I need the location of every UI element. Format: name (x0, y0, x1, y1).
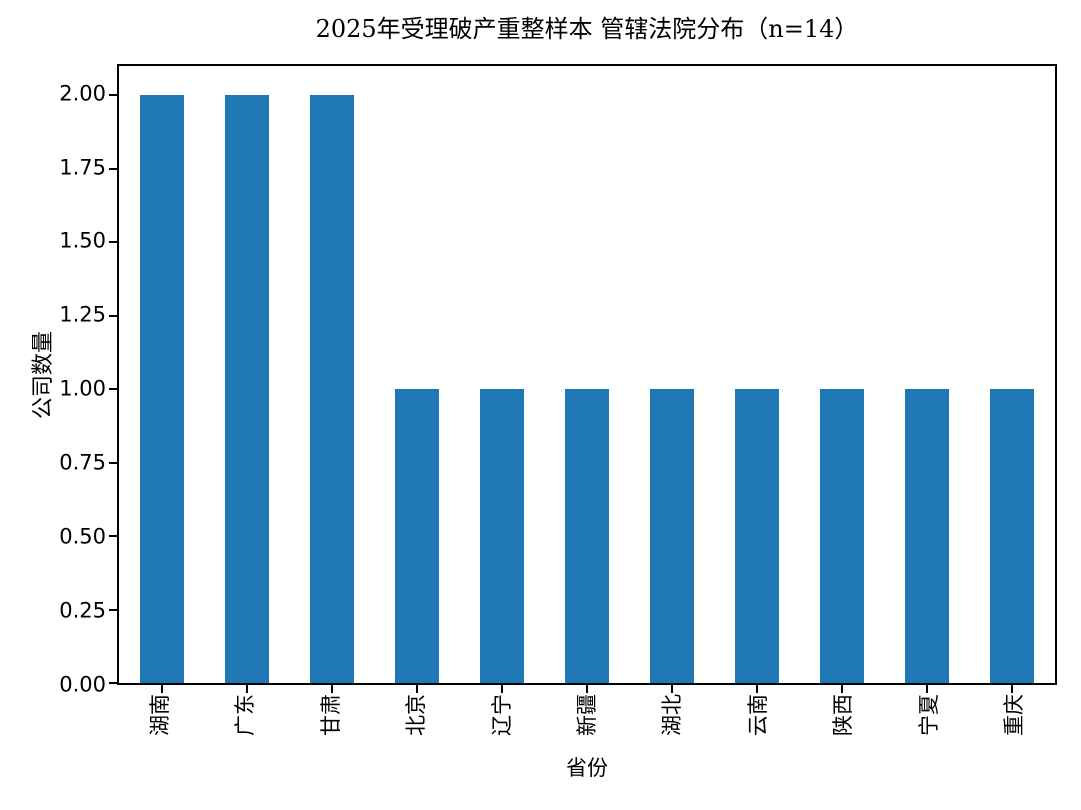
x-tick-mark (415, 685, 418, 693)
x-tick-label-重庆: 重庆 (1002, 694, 1027, 736)
y-tick-label-0.00: 0.00 (59, 672, 106, 697)
bar-陕西 (820, 389, 865, 683)
y-tick-mark (109, 461, 117, 464)
x-tick-mark (160, 685, 163, 693)
x-tick-mark (841, 685, 844, 693)
x-tick-label-新疆: 新疆 (575, 694, 599, 736)
y-tick-label-0.25: 0.25 (59, 598, 106, 623)
x-tick-label-广东: 广东 (233, 694, 258, 736)
x-tick-mark (756, 685, 759, 693)
x-tick-label-湖北: 湖北 (660, 694, 685, 736)
y-tick-mark (109, 94, 117, 97)
bar-新疆 (565, 389, 609, 683)
bar-云南 (735, 389, 780, 683)
y-tick-label-2.00: 2.00 (59, 81, 106, 106)
y-tick-labels: 0.00 0.25 0.50 0.75 1.00 1.25 1.50 1.75 2.00 (0, 64, 106, 695)
bar-北京 (394, 389, 439, 683)
bar-甘肃 (309, 95, 354, 683)
x-tick-mark (926, 685, 929, 693)
y-tick-label-0.75: 0.75 (59, 450, 106, 475)
y-tick-label-0.50: 0.50 (59, 524, 106, 549)
plot-area (109, 64, 1057, 693)
chart-title: 2025年受理破产重整样本 管辖法院分布（n=14） (315, 15, 859, 43)
x-axis-label: 省份 (566, 756, 608, 780)
y-tick-label-1.25: 1.25 (59, 302, 106, 327)
x-tick-label-云南: 云南 (745, 694, 770, 736)
bar-重庆 (990, 389, 1035, 683)
x-tick-mark (245, 685, 248, 693)
x-tick-mark (500, 685, 503, 693)
bar-湖南 (139, 95, 184, 683)
x-tick-label-甘肃: 甘肃 (318, 694, 343, 736)
bar-辽宁 (479, 389, 524, 683)
y-tick-mark (109, 167, 117, 170)
y-tick-mark (109, 314, 117, 317)
y-tick-label-1.75: 1.75 (59, 155, 106, 179)
x-tick-mark (671, 685, 674, 693)
x-tick-label-湖南: 湖南 (147, 694, 172, 736)
x-tick-label-辽宁: 辽宁 (489, 694, 514, 736)
y-tick-mark (109, 241, 117, 244)
y-tick-label-1.00: 1.00 (59, 376, 106, 401)
x-tick-mark (1011, 685, 1014, 693)
bar-广东 (224, 95, 269, 683)
y-tick-mark (109, 388, 117, 391)
x-tick-label-宁夏: 宁夏 (916, 694, 941, 736)
bar-宁夏 (905, 389, 950, 683)
y-tick-mark (109, 682, 117, 684)
y-tick-label-1.50: 1.50 (59, 228, 106, 253)
y-tick-mark (109, 608, 117, 611)
bar-湖北 (650, 389, 695, 683)
x-tick-mark (330, 685, 333, 693)
y-tick-mark (109, 535, 117, 538)
x-tick-label-北京: 北京 (404, 694, 429, 736)
x-tick-mark (586, 685, 588, 693)
x-tick-label-陕西: 陕西 (831, 694, 856, 736)
